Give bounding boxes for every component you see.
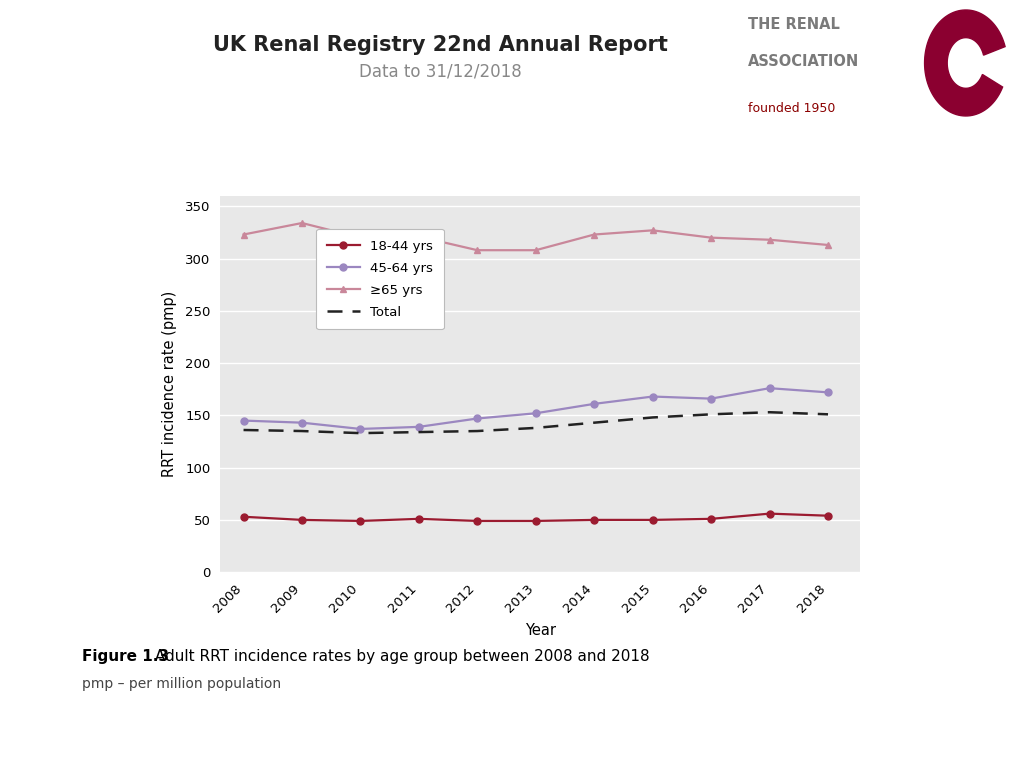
Text: Adult RRT incidence rates by age group between 2008 and 2018: Adult RRT incidence rates by age group b… bbox=[150, 649, 649, 664]
Text: ASSOCIATION: ASSOCIATION bbox=[748, 54, 859, 69]
X-axis label: Year: Year bbox=[524, 624, 556, 638]
Text: Data to 31/12/2018: Data to 31/12/2018 bbox=[359, 63, 521, 81]
Text: Figure 1.3: Figure 1.3 bbox=[82, 649, 169, 664]
Y-axis label: RRT incidence rate (pmp): RRT incidence rate (pmp) bbox=[162, 291, 177, 477]
Text: founded 1950: founded 1950 bbox=[748, 102, 835, 115]
Text: UK Renal Registry 22nd Annual Report: UK Renal Registry 22nd Annual Report bbox=[213, 35, 668, 55]
Text: THE RENAL: THE RENAL bbox=[748, 17, 840, 32]
Text: pmp – per million population: pmp – per million population bbox=[82, 677, 281, 691]
Polygon shape bbox=[925, 10, 1006, 116]
Legend: 18-44 yrs, 45-64 yrs, ≥65 yrs, Total: 18-44 yrs, 45-64 yrs, ≥65 yrs, Total bbox=[316, 229, 443, 329]
